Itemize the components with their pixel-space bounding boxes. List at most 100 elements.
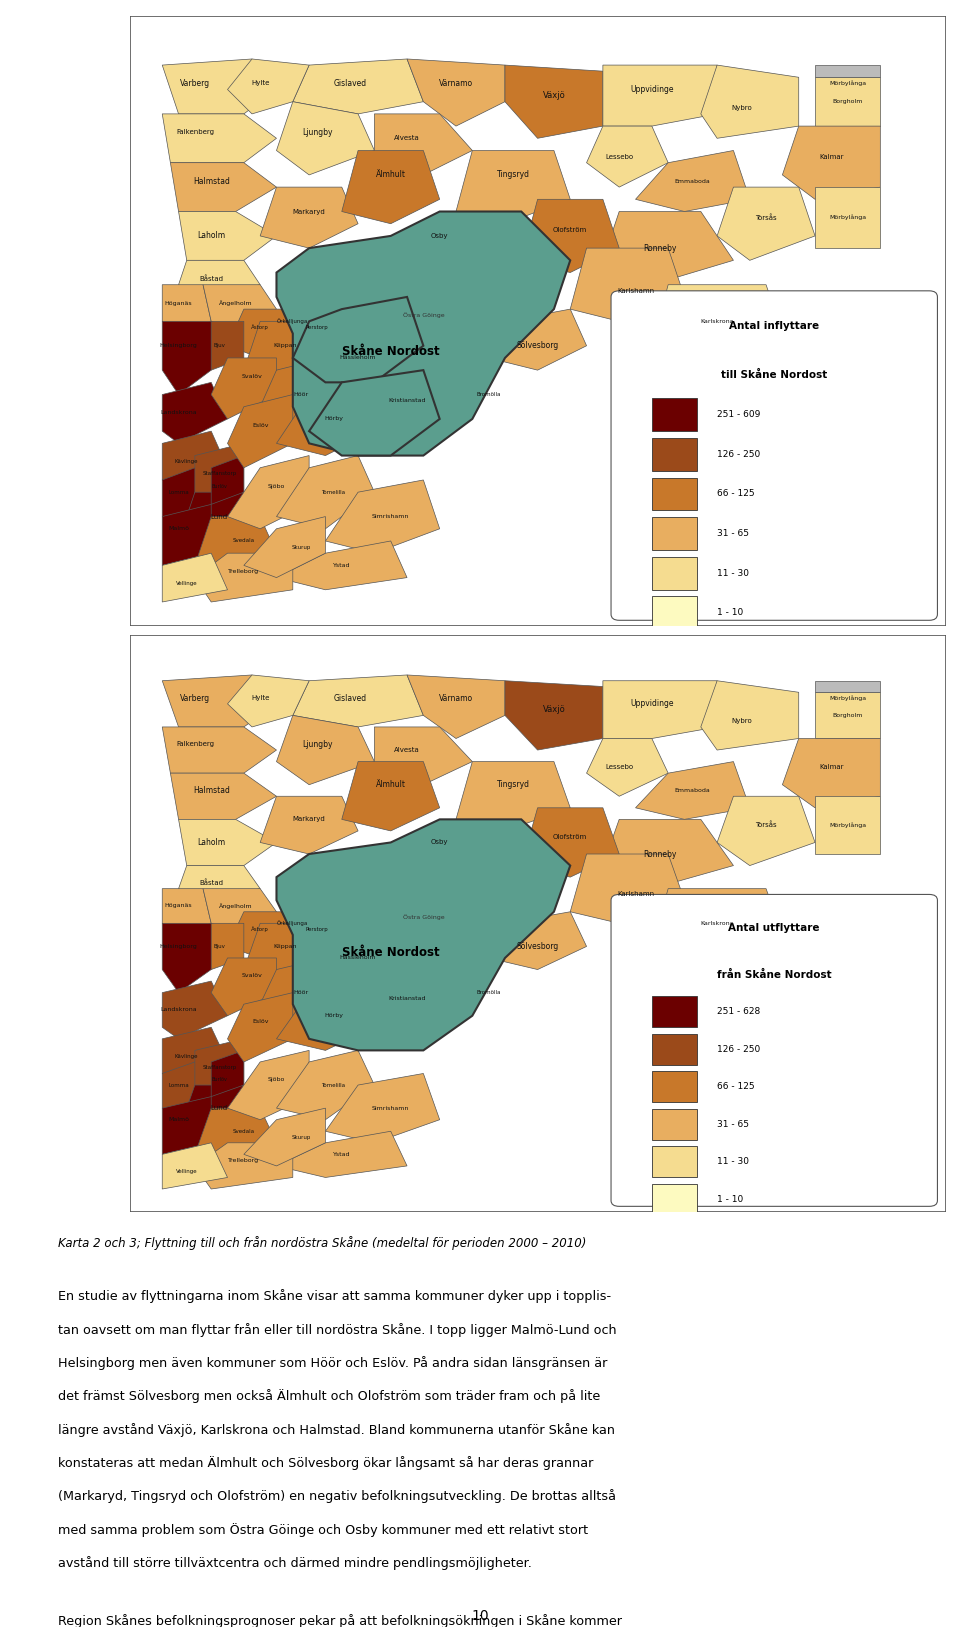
Text: Burlöv: Burlöv <box>211 1077 228 1082</box>
Text: Kävlinge: Kävlinge <box>175 1054 199 1059</box>
Text: Ystad: Ystad <box>333 1152 350 1157</box>
Text: Mörbylånga: Mörbylånga <box>829 215 866 220</box>
Polygon shape <box>244 517 325 578</box>
Text: Ängelholm: Ängelholm <box>219 903 252 909</box>
Bar <box>652 517 697 550</box>
Polygon shape <box>293 298 423 382</box>
Text: Kalmar: Kalmar <box>819 153 844 159</box>
Text: Hörby: Hörby <box>324 1014 343 1019</box>
Polygon shape <box>603 65 717 127</box>
Polygon shape <box>374 114 472 176</box>
Polygon shape <box>603 820 733 888</box>
Polygon shape <box>162 888 211 936</box>
Text: Östra Göinge: Östra Göinge <box>402 914 444 921</box>
Text: Perstorp: Perstorp <box>306 927 328 932</box>
Polygon shape <box>260 796 358 854</box>
Text: Karlskrona: Karlskrona <box>701 921 733 926</box>
Text: Värnamo: Värnamo <box>439 78 473 88</box>
Text: Svalöv: Svalöv <box>242 374 262 379</box>
Polygon shape <box>293 911 342 958</box>
Text: Svedala: Svedala <box>232 539 255 543</box>
Polygon shape <box>179 493 260 553</box>
Text: (Markaryd, Tingsryd och Olofström) en negativ befolkningsutveckling. De brottas : (Markaryd, Tingsryd och Olofström) en ne… <box>58 1490 615 1503</box>
Text: Laholm: Laholm <box>197 838 226 848</box>
Text: Ronneby: Ronneby <box>643 244 677 252</box>
Polygon shape <box>521 809 619 877</box>
Text: Osby: Osby <box>431 233 448 239</box>
Polygon shape <box>276 1051 374 1119</box>
Text: Vellinge: Vellinge <box>176 1170 198 1175</box>
Text: Staffanstorp: Staffanstorp <box>203 472 236 477</box>
Bar <box>652 1108 697 1141</box>
Text: Nybro: Nybro <box>732 104 752 111</box>
Text: Höganäs: Höganäs <box>165 903 192 908</box>
Text: 31 - 65: 31 - 65 <box>717 529 749 539</box>
Polygon shape <box>636 151 750 212</box>
Text: Helsingborg men även kommuner som Höör och Eslöv. På andra sidan länsgränsen är: Helsingborg men även kommuner som Höör o… <box>58 1357 607 1370</box>
Polygon shape <box>195 924 244 970</box>
Text: Nybro: Nybro <box>732 718 752 724</box>
Polygon shape <box>162 675 276 727</box>
Text: Markaryd: Markaryd <box>293 817 325 822</box>
Text: Bromölla: Bromölla <box>476 392 501 397</box>
Text: 126 - 250: 126 - 250 <box>717 1045 760 1054</box>
Polygon shape <box>374 727 472 784</box>
FancyBboxPatch shape <box>611 895 937 1206</box>
Text: det främst Sölvesborg men också Älmhult och Olofström som träder fram och på lit: det främst Sölvesborg men också Älmhult … <box>58 1389 600 1404</box>
Text: Karlshamn: Karlshamn <box>617 288 654 294</box>
Text: Uppvidinge: Uppvidinge <box>630 85 674 94</box>
Polygon shape <box>521 200 619 273</box>
FancyBboxPatch shape <box>611 291 937 620</box>
Polygon shape <box>260 958 342 1015</box>
Text: Klippan: Klippan <box>273 343 297 348</box>
Polygon shape <box>228 911 293 958</box>
Polygon shape <box>195 322 244 371</box>
Text: Sjöbo: Sjöbo <box>268 1077 285 1082</box>
Polygon shape <box>587 739 668 796</box>
Polygon shape <box>204 285 276 334</box>
Text: Svedala: Svedala <box>232 1129 255 1134</box>
Text: Trelleborg: Trelleborg <box>228 1158 259 1163</box>
Polygon shape <box>179 866 260 900</box>
Bar <box>652 1184 697 1215</box>
Text: 251 - 628: 251 - 628 <box>717 1007 760 1017</box>
Polygon shape <box>325 1074 440 1142</box>
Text: Bjuv: Bjuv <box>213 343 226 348</box>
Polygon shape <box>204 888 276 936</box>
Polygon shape <box>162 553 228 602</box>
Polygon shape <box>179 820 276 866</box>
Text: Olofström: Olofström <box>553 833 588 840</box>
Polygon shape <box>603 680 717 739</box>
Polygon shape <box>570 854 684 924</box>
Text: Region Skånes befolkningsprognoser pekar på att befolkningsökningen i Skåne komm: Region Skånes befolkningsprognoser pekar… <box>58 1614 622 1627</box>
Text: Simrishamn: Simrishamn <box>372 1106 409 1111</box>
Text: Helsingborg: Helsingborg <box>159 944 198 949</box>
Polygon shape <box>276 716 374 784</box>
Polygon shape <box>603 212 733 285</box>
Text: Tingsryd: Tingsryd <box>496 171 530 179</box>
Polygon shape <box>179 1085 260 1142</box>
Polygon shape <box>505 680 603 750</box>
Text: Emmaboda: Emmaboda <box>675 179 710 184</box>
Polygon shape <box>815 796 880 854</box>
Text: Hässleholm: Hässleholm <box>340 355 376 361</box>
Bar <box>652 399 697 431</box>
Polygon shape <box>456 151 570 225</box>
Text: Lessebo: Lessebo <box>605 765 634 770</box>
Polygon shape <box>228 309 293 358</box>
Polygon shape <box>195 1040 244 1108</box>
Polygon shape <box>162 382 228 444</box>
Text: Åstorp: Åstorp <box>252 926 269 932</box>
Text: Karlskrona: Karlskrona <box>701 319 733 324</box>
Text: Skurup: Skurup <box>291 1134 311 1139</box>
Text: Landskrona: Landskrona <box>160 1007 197 1012</box>
Text: Tingsryd: Tingsryd <box>496 781 530 789</box>
Polygon shape <box>162 981 228 1040</box>
Polygon shape <box>260 358 342 418</box>
Polygon shape <box>228 1051 309 1119</box>
Text: Sölvesborg: Sölvesborg <box>516 942 559 950</box>
Text: Osby: Osby <box>431 840 448 846</box>
Polygon shape <box>815 187 880 249</box>
Polygon shape <box>211 456 244 504</box>
Text: Lund: Lund <box>211 1105 228 1111</box>
